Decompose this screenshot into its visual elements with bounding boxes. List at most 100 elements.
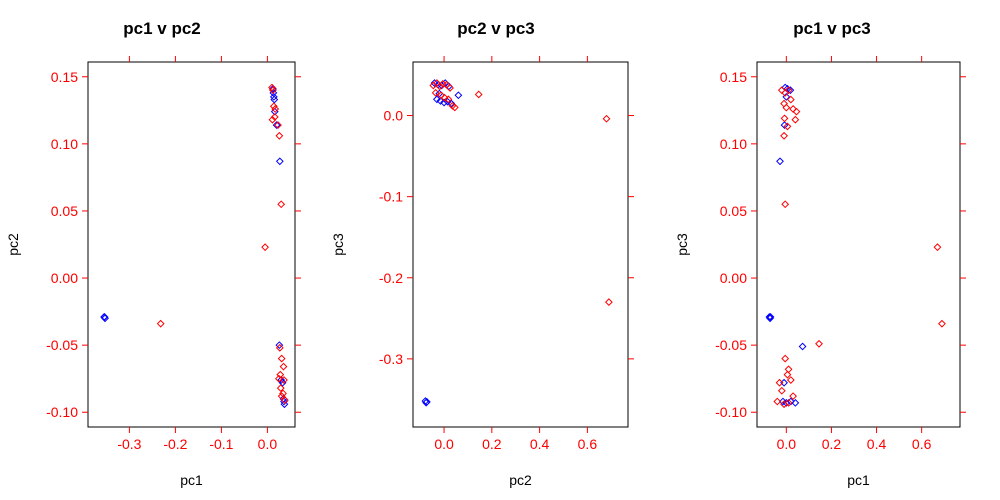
- data-point: [773, 397, 782, 406]
- data-point: [280, 396, 289, 405]
- y-tick-label: 0.10: [720, 136, 747, 152]
- series-1: [100, 84, 289, 409]
- data-point: [777, 386, 786, 395]
- data-point: [791, 115, 800, 124]
- y-tick-label: -0.2: [379, 270, 403, 286]
- y-axis-label: pc2: [5, 233, 21, 256]
- data-point: [786, 95, 795, 104]
- data-point: [783, 122, 792, 131]
- data-point: [269, 102, 278, 111]
- data-point: [782, 92, 791, 101]
- x-tick-label: 0.6: [912, 436, 932, 452]
- data-point: [280, 376, 288, 384]
- y-tick-label: 0.10: [51, 136, 78, 152]
- y-tick-label: -0.3: [379, 351, 403, 367]
- data-point: [604, 298, 613, 306]
- data-point: [156, 319, 165, 328]
- y-tick-label: -0.05: [46, 337, 78, 353]
- x-tick-label: 0.0: [434, 436, 454, 452]
- data-point: [436, 97, 445, 105]
- data-point: [792, 107, 801, 116]
- data-point: [100, 313, 109, 321]
- x-tick-label: 0.0: [777, 436, 797, 452]
- data-point: [432, 95, 441, 104]
- data-point: [766, 313, 775, 321]
- x-tick-label: -0.1: [209, 436, 233, 452]
- y-tick-label: -0.1: [379, 189, 403, 205]
- data-point: [430, 79, 439, 87]
- data-point: [783, 370, 792, 379]
- data-point: [815, 339, 823, 348]
- data-point: [437, 91, 446, 100]
- data-point: [269, 86, 277, 95]
- data-point: [275, 131, 284, 140]
- data-point: [422, 397, 431, 406]
- y-tick-label: 0.00: [51, 270, 78, 286]
- data-point: [440, 93, 449, 102]
- x-tick-label: 0.4: [867, 436, 887, 452]
- data-point: [277, 354, 286, 363]
- data-point: [274, 374, 283, 383]
- panel-title: pc1 v pc2: [123, 19, 201, 38]
- data-point: [431, 88, 440, 97]
- data-point: [775, 378, 784, 387]
- x-axis-label: pc2: [509, 472, 532, 488]
- data-point: [269, 92, 278, 101]
- data-point: [279, 362, 288, 371]
- scatter-panel-1: pc1 v pc2 -0.3 -0.2 -0.1 0.0 -0.10 -0.05 0.00 0.…: [5, 19, 301, 488]
- x-tick-label: 0.6: [578, 436, 598, 452]
- data-point: [274, 121, 282, 129]
- data-point: [776, 157, 784, 166]
- x-tick-label: -0.3: [117, 436, 141, 452]
- y-tick-label: -0.10: [46, 404, 78, 420]
- scatter-panel-2: pc2 v pc3 0.0 0.2 0.4 0.6 -0.3 -0.2 -0.1 0.0 pc2 p…: [330, 19, 634, 488]
- data-point: [784, 365, 793, 374]
- data-point: [440, 98, 448, 107]
- data-point: [602, 114, 611, 123]
- y-tick-label: 0.15: [720, 69, 747, 85]
- y-tick-label: 0.0: [384, 108, 404, 124]
- x-tick-label: 0.2: [822, 436, 842, 452]
- data-point: [280, 400, 289, 409]
- data-point: [786, 376, 795, 384]
- data-point: [268, 115, 277, 124]
- data-point: [798, 342, 807, 351]
- data-point: [938, 319, 946, 328]
- x-tick-label: 0.0: [258, 436, 278, 452]
- data-point: [275, 157, 284, 166]
- data-point: [435, 82, 444, 91]
- series-2: [429, 79, 613, 306]
- data-point: [450, 103, 459, 112]
- data-point: [781, 200, 790, 209]
- data-point: [277, 392, 286, 401]
- y-tick-label: -0.05: [715, 337, 747, 353]
- data-point: [277, 200, 286, 209]
- scatter-panel-3: pc1 v pc3 0.0 0.2 0.4 0.6 -0.10 -0.05 0.00 0.05 0…: [674, 19, 966, 488]
- x-tick-label: 0.4: [530, 436, 550, 452]
- data-point: [782, 103, 791, 112]
- plot-frame: [412, 61, 629, 428]
- data-point: [272, 121, 281, 129]
- y-tick-label: -0.10: [715, 404, 747, 420]
- data-point: [474, 90, 483, 99]
- data-point: [268, 83, 276, 92]
- y-tick-label: 0.05: [720, 203, 747, 219]
- plot-frame: [756, 61, 961, 428]
- data-point: [780, 99, 788, 108]
- data-point: [276, 384, 285, 392]
- data-point: [789, 392, 797, 401]
- data-point: [275, 343, 284, 352]
- y-tick-label: 0.15: [51, 69, 78, 85]
- y-tick-label: 0.00: [720, 270, 747, 286]
- data-point: [271, 105, 280, 113]
- data-point: [780, 131, 788, 140]
- data-point: [784, 86, 793, 95]
- y-tick-label: 0.05: [51, 203, 78, 219]
- data-point: [786, 86, 795, 95]
- x-tick-label: -0.2: [163, 436, 187, 452]
- series-1: [765, 83, 807, 407]
- data-point: [270, 95, 279, 104]
- series-1: [421, 79, 463, 407]
- data-point: [784, 398, 793, 407]
